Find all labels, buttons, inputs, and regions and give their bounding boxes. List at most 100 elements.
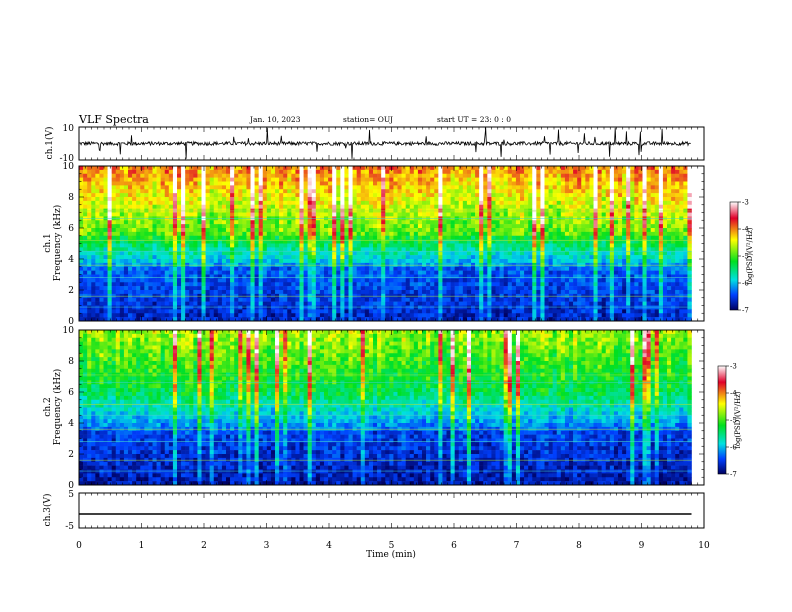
spectrogram-cell <box>397 243 402 248</box>
spectrogram-cell <box>168 200 174 206</box>
spectrogram-cell <box>168 197 174 202</box>
spectrogram-cell <box>230 228 235 233</box>
spectrogram-cell <box>99 228 104 233</box>
spectrogram-cell <box>185 274 190 279</box>
spectrogram-cell <box>515 204 521 209</box>
spectrogram-cell <box>144 224 149 229</box>
spectrogram-cell <box>462 278 468 283</box>
spectrogram-cell <box>266 200 272 206</box>
spectrogram-cell <box>360 224 366 229</box>
spectrogram-cell <box>299 274 304 279</box>
spectrogram-cell <box>650 212 656 217</box>
spectrogram-cell <box>622 193 627 198</box>
spectrogram-cell <box>295 255 300 260</box>
spectrogram-cell <box>409 212 415 217</box>
spectrogram-cell <box>364 278 370 283</box>
spectrogram-cell <box>201 278 206 283</box>
spectrogram-cell <box>254 181 259 186</box>
spectrogram-cell <box>340 166 345 171</box>
spectrogram-cell <box>254 169 259 175</box>
spectrogram-cell <box>605 247 611 252</box>
spectrogram-cell <box>589 255 594 260</box>
spectrogram-cell <box>389 204 394 209</box>
spectrogram-cell <box>401 185 406 190</box>
spectrogram-cell <box>671 266 676 271</box>
spectrogram-cell <box>246 255 251 260</box>
spectrogram-cell <box>303 247 308 252</box>
spectrogram-cell <box>671 278 676 283</box>
spectrogram-cell <box>250 266 255 271</box>
spectrogram-cell <box>160 193 166 198</box>
spectrogram-cell <box>266 228 272 233</box>
spectrogram-cell <box>140 282 145 287</box>
spectrogram-cell <box>279 231 284 237</box>
spectrogram-cell <box>364 282 370 287</box>
spectrogram-cell <box>132 185 137 190</box>
spectrogram-cell <box>132 251 137 256</box>
spectrogram-cell <box>303 286 308 291</box>
spectrogram-cell <box>111 204 117 209</box>
spectrogram-cell <box>185 212 190 217</box>
spectrogram-cell <box>511 197 517 202</box>
spectrogram-cell <box>287 177 292 182</box>
spectrogram-cell <box>332 282 337 287</box>
spectrogram-cell <box>185 173 190 178</box>
spectrogram-cell <box>185 259 190 264</box>
spectrogram-cell <box>638 212 643 217</box>
spectrogram-cell <box>491 173 496 178</box>
spectrogram-cell <box>189 228 194 233</box>
spectrogram-cell <box>536 189 541 194</box>
spectrogram-cell <box>250 243 255 248</box>
spectrogram-cell <box>291 247 296 252</box>
spectrogram-cell <box>483 185 488 190</box>
spectrogram-cell <box>552 220 558 225</box>
spectrogram-cell <box>148 266 153 271</box>
spectrogram-cell <box>115 266 121 271</box>
spectrogram-cell <box>626 270 631 275</box>
spectrogram-cell <box>221 243 227 248</box>
spectrogram-cell <box>654 212 660 217</box>
spectrogram-cell <box>438 189 443 194</box>
spectrogram-cell <box>128 173 133 178</box>
spectrogram-cell <box>687 169 692 175</box>
spectrogram-cell <box>446 181 451 186</box>
spectrogram-cell <box>217 204 223 209</box>
spectrogram-cell <box>356 181 362 186</box>
spectrogram-cell <box>393 173 398 178</box>
spectrogram-cell <box>368 185 374 190</box>
spectrogram-cell <box>426 166 431 171</box>
spectrogram-cell <box>128 228 133 233</box>
spectrogram-cell <box>654 251 660 256</box>
spectrogram-cell <box>650 266 656 271</box>
spectrogram-cell <box>618 200 623 206</box>
spectrogram-cell <box>458 278 464 283</box>
spectrogram-cell <box>585 189 590 194</box>
spectrogram-cell <box>148 173 153 178</box>
spectrogram-cell <box>356 173 362 178</box>
spectrogram-cell <box>564 200 570 206</box>
spectrogram-cell <box>336 166 341 171</box>
spectrogram-cell <box>217 243 223 248</box>
spectrogram-cell <box>569 247 574 252</box>
spectrogram-cell <box>319 166 325 171</box>
spectrogram-cell <box>319 259 325 264</box>
spectrogram-cell <box>348 266 353 271</box>
spectrogram-cell <box>368 177 374 182</box>
spectrogram-cell <box>324 185 329 190</box>
spectrogram-cell <box>413 197 419 202</box>
spectrogram-cell <box>95 243 100 248</box>
spectrogram-cell <box>332 197 337 202</box>
spectrogram-cell <box>303 166 308 171</box>
spectrogram-cell <box>250 166 255 171</box>
spectrogram-cell <box>479 173 484 178</box>
spectrogram-cell <box>626 197 631 202</box>
spectrogram-cell <box>520 228 525 233</box>
spectrogram-cell <box>577 193 582 198</box>
spectrogram-cell <box>373 169 378 175</box>
spectrogram-cell <box>311 235 317 240</box>
spectrogram-cell <box>295 247 300 252</box>
spectrogram-cell <box>458 173 464 178</box>
spectrogram-cell <box>140 286 145 291</box>
spectrogram-cell <box>242 243 247 248</box>
spectrogram-cell <box>634 197 639 202</box>
